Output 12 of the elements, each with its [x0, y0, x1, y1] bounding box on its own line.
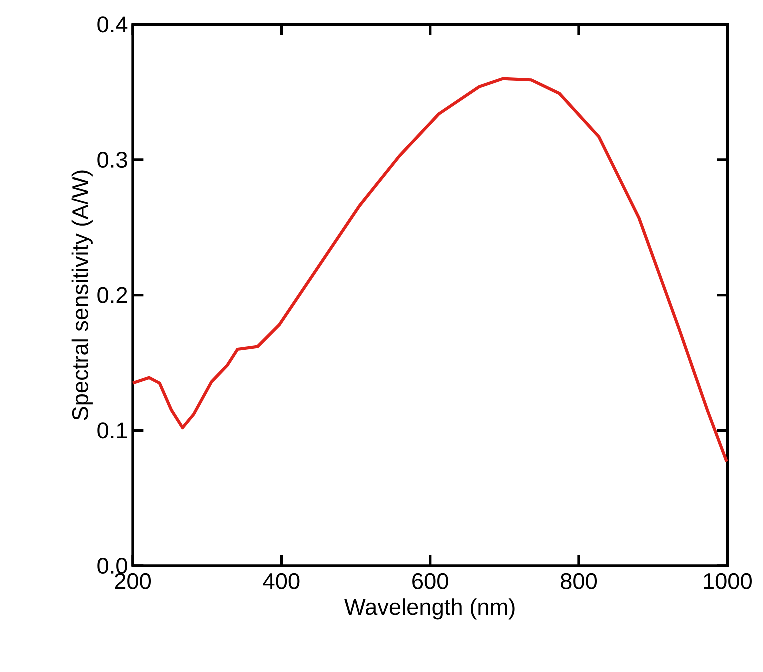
x-tick-label: 400 [263, 573, 300, 590]
y-tick-label: 0.0 [98, 558, 128, 574]
y-tick-label: 0.1 [98, 422, 128, 439]
x-tick-label: 800 [561, 573, 598, 590]
y-tick-label: 0.2 [98, 287, 128, 304]
x-tick-label: 200 [115, 573, 152, 590]
y-tick-label: 0.3 [98, 152, 128, 168]
x-tick-label: 600 [412, 573, 448, 590]
x-axis-title: Wavelength (nm) [344, 598, 515, 620]
y-tick-label: 0.4 [98, 16, 128, 33]
y-axis-title: Spectral sensitivity (A/W) [72, 170, 93, 420]
x-tick-label: 1000 [704, 573, 752, 590]
